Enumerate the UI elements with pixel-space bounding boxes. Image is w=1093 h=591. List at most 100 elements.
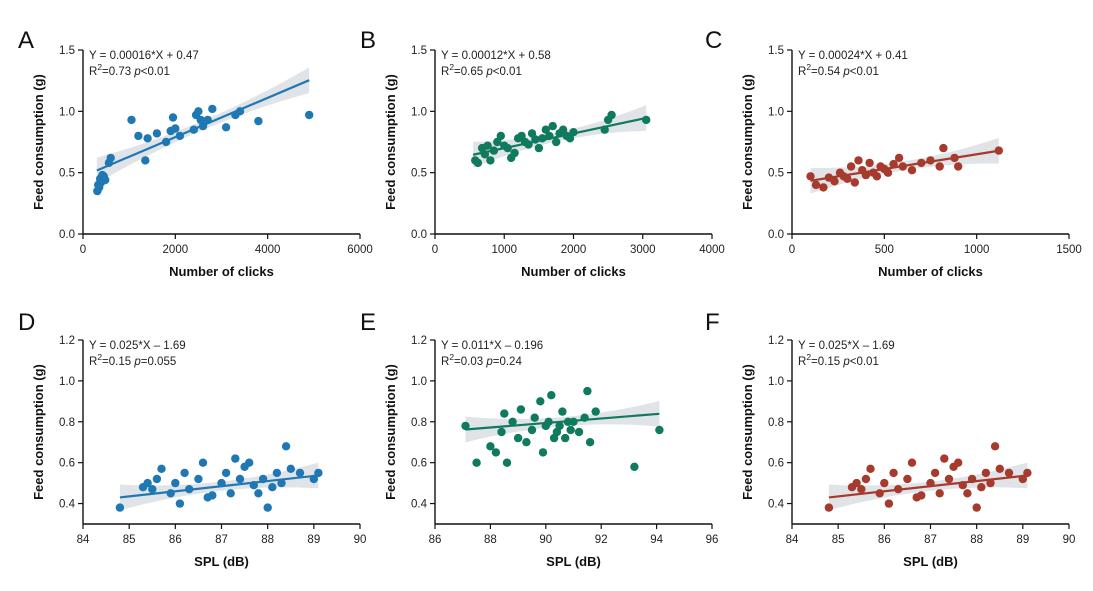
data-point <box>583 386 592 396</box>
x-tick-label: 3000 <box>630 244 656 256</box>
data-point <box>865 158 874 168</box>
x-tick-label: 89 <box>307 534 320 546</box>
data-point <box>254 489 263 498</box>
data-point <box>277 478 286 488</box>
data-point <box>473 158 483 168</box>
data-point <box>157 464 166 473</box>
data-point <box>995 464 1004 473</box>
data-point <box>254 116 263 126</box>
regression-line <box>465 412 660 431</box>
y-axis-label: Feed consumption (g) <box>740 364 755 500</box>
data-point <box>500 409 509 418</box>
data-point <box>852 478 861 488</box>
data-point <box>530 413 539 422</box>
data-point <box>171 124 180 133</box>
data-point <box>541 125 550 134</box>
x-tick-label: 89 <box>1016 534 1029 546</box>
panel-f: F 0.4 0.6 0.8 1.0 1.2 84 85 86 87 88 89 90 SPL (dB) Fe… <box>705 309 1075 569</box>
stats-r: R <box>798 66 806 78</box>
data-point <box>630 462 639 471</box>
stats-p: p <box>133 356 141 368</box>
data-point <box>493 137 502 147</box>
y-tick-label: 0.4 <box>411 499 428 511</box>
data-point <box>491 448 501 457</box>
data-point <box>548 121 557 131</box>
x-tick-label: 4000 <box>255 244 281 256</box>
y-tick-label: 0.0 <box>768 229 784 241</box>
data-point <box>497 427 506 437</box>
stats-superscript: 2 <box>806 62 811 72</box>
data-point <box>607 110 616 120</box>
y-tick-label: 0.6 <box>411 458 427 470</box>
stats-r: R <box>89 356 97 368</box>
stats-p: p <box>842 66 850 78</box>
y-tick-label: 1.2 <box>768 335 784 347</box>
y-tick-label: 0.8 <box>59 417 75 429</box>
data-point <box>171 478 180 488</box>
data-point <box>226 489 235 498</box>
data-point <box>510 148 519 158</box>
equation-label: Y = 0.00012*X + 0.58 <box>441 50 551 62</box>
data-point <box>286 464 295 473</box>
data-point <box>574 427 584 437</box>
data-point <box>517 131 526 141</box>
data-point <box>527 129 537 138</box>
data-point <box>880 478 889 488</box>
panel-e: E 0.4 0.6 0.8 1.0 1.2 86 88 90 92 94 96 SPL (dB) Feed… <box>360 309 718 569</box>
x-tick-label: 84 <box>786 534 799 546</box>
data-point <box>981 468 991 478</box>
stats-p-value: <0.01 <box>493 66 522 78</box>
panel-letter: C <box>705 27 722 54</box>
data-point <box>143 134 152 143</box>
y-axis-label: Feed consumption (g) <box>31 364 46 500</box>
stats-label: R2=0.15 p<0.01 <box>798 352 879 368</box>
stats-p: p <box>485 66 493 78</box>
data-point <box>516 405 526 414</box>
data-point <box>245 458 254 467</box>
y-tick-label: 1.0 <box>59 106 75 118</box>
data-point <box>115 503 125 512</box>
panel-a: A 0.0 0.5 1.0 1.5 0 2000 4000 6000 Number of clic… <box>18 27 373 279</box>
x-tick-label: 500 <box>875 244 894 256</box>
data-point <box>861 474 871 484</box>
equation-label: Y = 0.00016*X + 0.47 <box>89 50 199 62</box>
x-tick-label: 86 <box>169 534 182 546</box>
data-point <box>166 489 175 498</box>
stats-value: =0.15 <box>102 356 134 368</box>
data-point <box>134 131 143 141</box>
data-point <box>547 391 556 400</box>
stats-superscript: 2 <box>449 352 454 362</box>
stats-p-value: <0.01 <box>850 66 879 78</box>
data-point <box>824 503 834 512</box>
data-point <box>231 454 240 463</box>
data-point <box>963 489 972 498</box>
data-point <box>907 458 917 467</box>
data-point <box>141 156 150 165</box>
panel-letter: A <box>18 27 34 54</box>
y-tick-label: 1.2 <box>411 335 427 347</box>
data-point <box>990 442 1000 451</box>
y-tick-label: 0.8 <box>768 417 784 429</box>
y-tick-label: 0.5 <box>59 168 75 180</box>
data-point <box>872 172 882 181</box>
data-point <box>152 129 162 138</box>
data-point <box>272 468 282 478</box>
data-point <box>935 162 944 171</box>
x-tick-label: 90 <box>1063 534 1076 546</box>
data-point <box>917 491 926 500</box>
stats-value: =0.54 <box>811 66 843 78</box>
y-tick-label: 1.0 <box>411 376 427 388</box>
stats-p-value: =0.24 <box>493 356 523 368</box>
y-axis-label: Feed consumption (g) <box>31 74 46 210</box>
stats-value: =0.65 <box>454 66 486 78</box>
data-point <box>106 153 115 163</box>
y-tick-label: 0.8 <box>411 417 427 429</box>
y-tick-label: 1.5 <box>768 45 784 57</box>
panel-letter: D <box>18 309 35 336</box>
data-point <box>194 474 203 484</box>
regression-line <box>96 79 310 172</box>
x-tick-label: 2000 <box>163 244 189 256</box>
y-tick-label: 1.2 <box>59 335 75 347</box>
data-point <box>496 131 505 141</box>
data-point <box>642 115 651 125</box>
